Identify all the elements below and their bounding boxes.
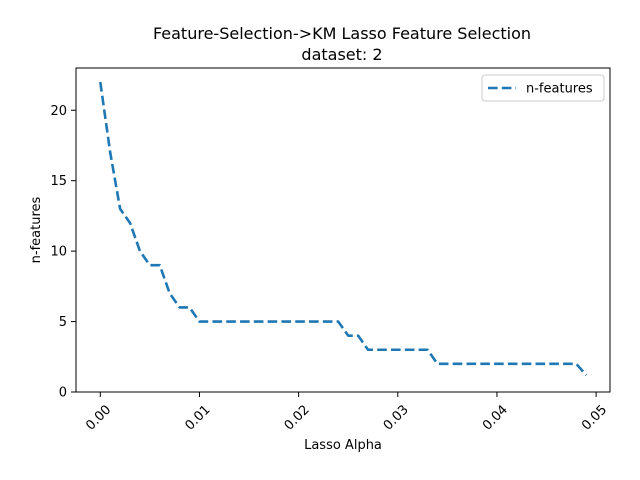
y-tick-label: 15 xyxy=(50,174,67,189)
legend: n-features xyxy=(481,74,605,102)
series-layer xyxy=(99,81,588,376)
y-tick-label: 10 xyxy=(50,245,67,260)
chart-title: Feature-Selection->KM Lasso Feature Sele… xyxy=(153,24,531,43)
series-line-0 xyxy=(99,81,588,376)
y-tick-label: 0 xyxy=(59,386,67,401)
axes-frame xyxy=(75,67,611,393)
y-axis-label: n-features xyxy=(29,196,44,263)
y-tick-label: 20 xyxy=(50,104,67,119)
legend-box xyxy=(481,74,605,102)
x-axis-label: Lasso Alpha xyxy=(304,438,382,453)
y-axis-ticks: 0 5 10 15 20 xyxy=(50,104,76,401)
chart-subtitle: dataset: 2 xyxy=(301,45,382,64)
plot-area xyxy=(75,67,611,393)
legend-label: n-features xyxy=(526,82,593,97)
y-tick-label: 5 xyxy=(59,315,67,330)
